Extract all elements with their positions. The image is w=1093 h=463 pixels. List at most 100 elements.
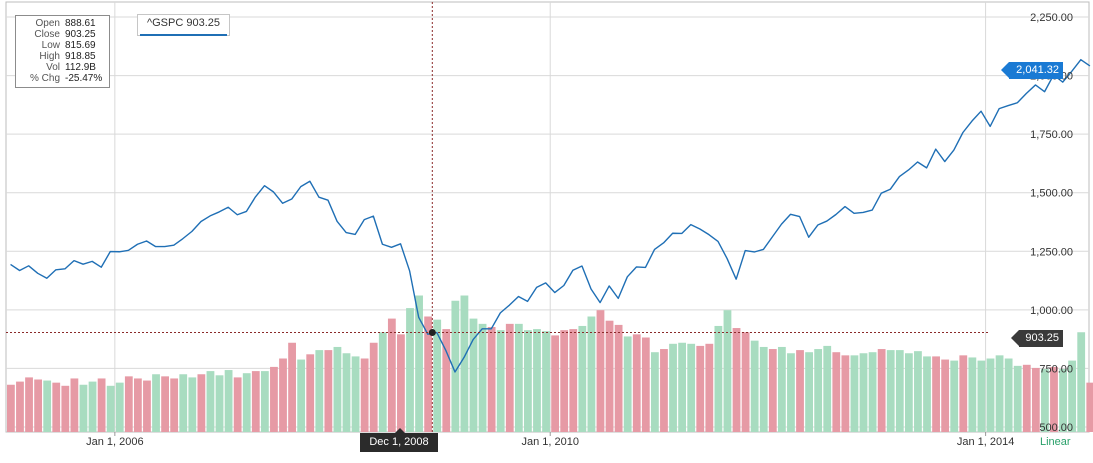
volume-bar — [614, 324, 623, 432]
y-tick-label: 1,000.00 — [1030, 305, 1073, 317]
volume-bar — [115, 382, 124, 432]
volume-bar — [242, 373, 251, 432]
volume-bar — [97, 378, 106, 432]
volume-bar — [251, 371, 260, 432]
x-tick-label: Jan 1, 2006 — [86, 436, 144, 448]
volume-bar — [270, 366, 278, 432]
x-tick-label: Jan 1, 2014 — [957, 436, 1015, 448]
volume-bar — [868, 352, 877, 432]
volume-bar — [161, 376, 169, 432]
volume-bar — [52, 382, 61, 432]
volume-bar — [233, 377, 242, 432]
volume-bar — [932, 356, 940, 432]
volume-bar — [923, 356, 931, 432]
y-tick-label: 1,750.00 — [1030, 129, 1073, 141]
volume-bar — [288, 342, 296, 432]
volume-bar — [433, 319, 442, 432]
crosshair — [6, 2, 990, 432]
volume-bar — [1041, 369, 1049, 432]
volume-bar — [524, 330, 532, 432]
volume-bar — [469, 318, 478, 432]
ohlc-label: Low — [41, 40, 60, 51]
volume-bar — [179, 374, 188, 432]
volume-bar — [61, 385, 70, 432]
volume-bar — [632, 334, 641, 432]
volume-bar — [378, 332, 387, 432]
price-line — [10, 58, 1091, 373]
ohlc-row-close: Close 903.25 — [20, 29, 105, 40]
volume-bar — [16, 381, 24, 432]
volume-bar — [841, 355, 850, 432]
volume-bar — [941, 359, 950, 432]
volume-bar — [397, 334, 405, 432]
volume-bar — [333, 346, 342, 432]
volume-bar — [777, 346, 786, 432]
volume-bar — [986, 358, 995, 432]
y-tick-label: 500.00 — [1039, 422, 1073, 434]
volume-bars — [7, 295, 1093, 432]
volume-bar — [260, 371, 269, 432]
y-tick-label: 1,250.00 — [1030, 246, 1073, 258]
volume-bar — [79, 384, 88, 432]
ohlc-row-pct-chg: % Chg -25.47% — [20, 73, 105, 84]
volume-bar — [206, 371, 215, 432]
volume-bar — [324, 350, 333, 432]
scale-mode-toggle[interactable]: Linear — [1040, 436, 1071, 448]
y-tick-label: 1,500.00 — [1030, 188, 1073, 200]
volume-bar — [1077, 332, 1086, 432]
ohlc-label: Open — [35, 18, 60, 29]
ohlc-value: 888.61 — [65, 18, 96, 29]
volume-bar — [660, 349, 668, 432]
volume-bar — [641, 337, 650, 432]
last-price-tag: 2,041.32 — [1001, 62, 1063, 79]
volume-bar — [297, 359, 306, 432]
volume-bar — [451, 300, 460, 432]
volume-bar — [424, 316, 433, 432]
volume-bar — [705, 343, 714, 432]
volume-bar — [723, 310, 732, 432]
volume-bar — [133, 378, 142, 432]
volume-bar — [215, 375, 224, 432]
volume-bar — [7, 384, 15, 432]
y-tick-label: 750.00 — [1039, 363, 1073, 375]
volume-bar — [578, 325, 587, 432]
volume-bar — [886, 350, 895, 432]
crosshair-date-tag: Dec 1, 2008 — [360, 428, 438, 452]
volume-bar — [732, 328, 741, 432]
volume-bar — [25, 377, 33, 432]
volume-bar — [460, 295, 469, 432]
volume-bar — [1050, 366, 1058, 432]
ohlc-value: 815.69 — [65, 40, 96, 51]
volume-bar — [70, 378, 79, 432]
volume-bar — [850, 355, 859, 432]
volume-bar — [1068, 360, 1077, 432]
ohlc-value: 112.9B — [65, 62, 96, 73]
volume-bar — [514, 323, 523, 432]
volume-bar — [306, 354, 315, 432]
volume-bar — [487, 327, 496, 432]
volume-bar — [43, 380, 52, 432]
ohlc-row-low: Low 815.69 — [20, 40, 105, 51]
volume-bar — [387, 318, 396, 432]
ohlc-row-high: High 918.85 — [20, 51, 105, 62]
volume-bar — [34, 379, 43, 432]
volume-bar — [505, 323, 514, 432]
volume-bar — [560, 330, 569, 432]
volume-bar — [977, 360, 986, 432]
volume-bar — [551, 335, 560, 432]
ohlc-label: Vol — [46, 62, 60, 73]
crosshair-point — [428, 329, 436, 337]
volume-bar — [832, 352, 841, 432]
series-legend[interactable]: ^GSPC 903.25 — [137, 14, 230, 36]
volume-bar — [750, 340, 759, 432]
volume-bar — [904, 353, 913, 432]
volume-bar — [197, 374, 206, 432]
volume-bar — [351, 356, 360, 432]
volume-bar — [687, 343, 696, 432]
volume-bar — [224, 370, 233, 432]
ohlc-value: -25.47% — [65, 73, 103, 84]
volume-bar — [669, 343, 677, 432]
volume-bar — [406, 308, 414, 432]
crosshair-price-tag: 903.25 — [1011, 330, 1063, 347]
